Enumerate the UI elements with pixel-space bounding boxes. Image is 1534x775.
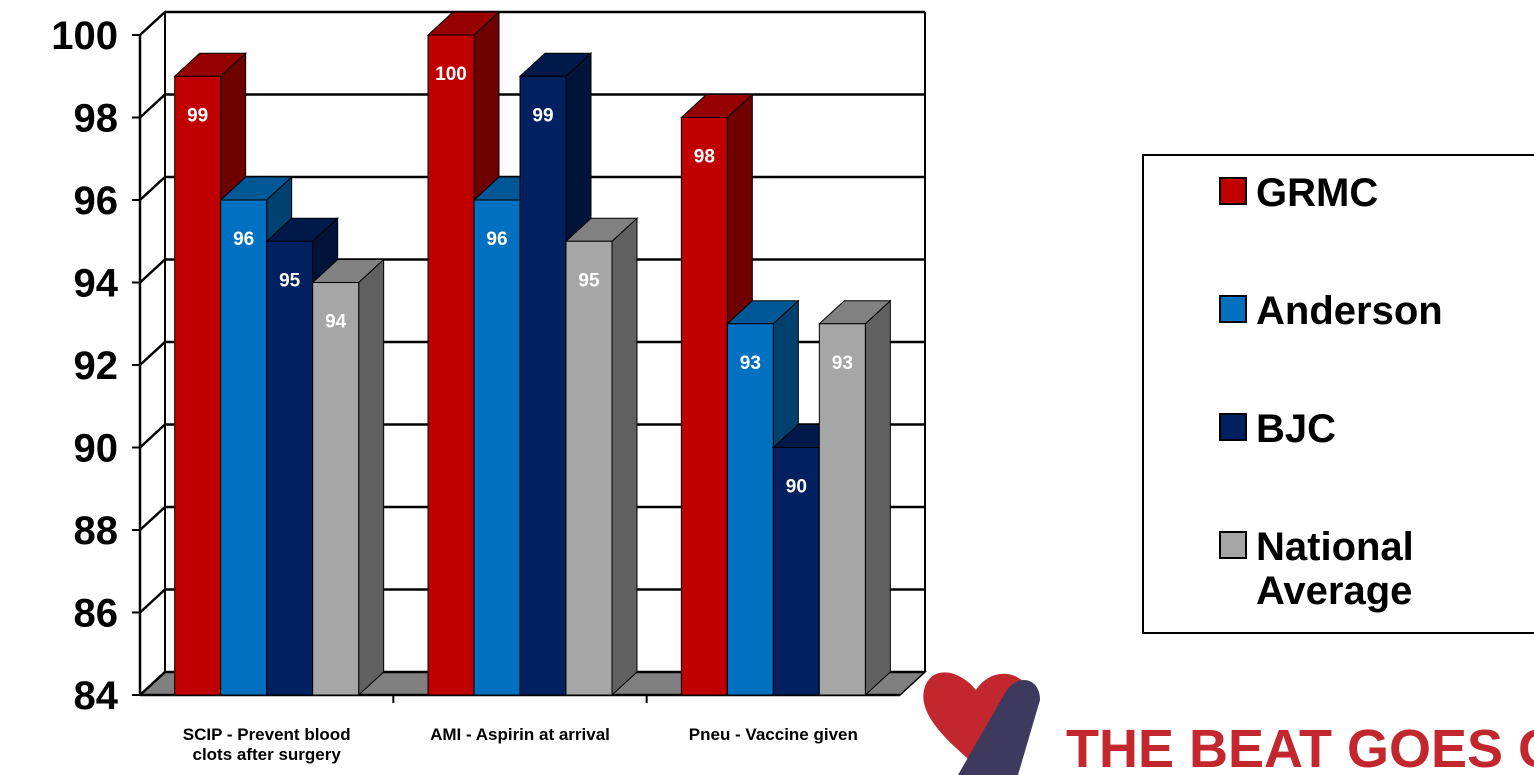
data-label: 94 xyxy=(325,312,347,333)
data-label: 99 xyxy=(532,105,553,126)
bar-front xyxy=(726,323,774,696)
legend-label: Average xyxy=(1256,569,1412,613)
data-labels: 99 96 95 94 100 96 99 95 98 93 90 93 xyxy=(187,64,853,498)
legend-label: Anderson xyxy=(1256,289,1443,333)
y-tick-label: 98 xyxy=(74,97,119,141)
bars xyxy=(173,10,892,697)
bar-front xyxy=(220,199,268,696)
data-label: 99 xyxy=(187,105,208,126)
bar-side xyxy=(864,299,891,697)
bar-front xyxy=(772,447,820,696)
legend-swatch xyxy=(1219,413,1247,441)
y-tick-label: 96 xyxy=(74,179,119,223)
data-label: 100 xyxy=(435,64,467,85)
bar-national-average xyxy=(818,299,892,697)
bar-side xyxy=(358,258,385,697)
data-label: 95 xyxy=(578,270,600,291)
data-label: 96 xyxy=(233,229,254,250)
data-label: 93 xyxy=(740,353,761,374)
logo-text: THE BEAT GOES ON xyxy=(1066,719,1534,775)
x-category-label: clots after surgery xyxy=(192,745,341,764)
x-category-label: SCIP - Prevent blood xyxy=(183,725,351,744)
data-label: 93 xyxy=(832,353,853,374)
bar-front xyxy=(519,75,567,696)
bar-front xyxy=(427,34,475,696)
data-label: 98 xyxy=(694,147,715,168)
logo: THE BEAT GOES ON xyxy=(923,672,1534,775)
x-category-label: AMI - Aspirin at arrival xyxy=(430,725,610,744)
bar-front xyxy=(473,199,521,696)
bar-front xyxy=(312,282,360,696)
bar-side xyxy=(611,217,638,697)
legend-label: National xyxy=(1256,525,1414,569)
y-tick-label: 86 xyxy=(74,592,119,636)
bar-front xyxy=(266,240,314,696)
x-category-label: Pneu - Vaccine given xyxy=(689,725,858,744)
bar-front xyxy=(174,75,222,696)
legend-box xyxy=(1142,154,1534,634)
legend-swatch xyxy=(1219,295,1247,323)
data-label: 95 xyxy=(279,270,301,291)
data-label: 96 xyxy=(486,229,507,250)
y-tick-label: 92 xyxy=(74,344,119,388)
legend-swatch xyxy=(1219,531,1247,559)
legend-label: GRMC xyxy=(1256,171,1378,215)
data-label: 90 xyxy=(786,477,807,498)
y-tick-label: 94 xyxy=(74,262,119,306)
y-tick-label: 84 xyxy=(74,674,119,718)
bar-front xyxy=(680,117,728,696)
heart-stripe-icon xyxy=(958,680,1040,775)
y-tick-label: 88 xyxy=(74,509,119,553)
bar-front xyxy=(818,323,866,696)
y-tick-label: 100 xyxy=(51,14,118,58)
bar-national-average xyxy=(311,258,385,697)
bar-national-average xyxy=(564,217,639,697)
legend-swatch xyxy=(1219,177,1247,205)
y-tick-label: 90 xyxy=(74,427,119,471)
bar-front xyxy=(565,240,613,696)
legend-label: BJC xyxy=(1256,407,1336,451)
